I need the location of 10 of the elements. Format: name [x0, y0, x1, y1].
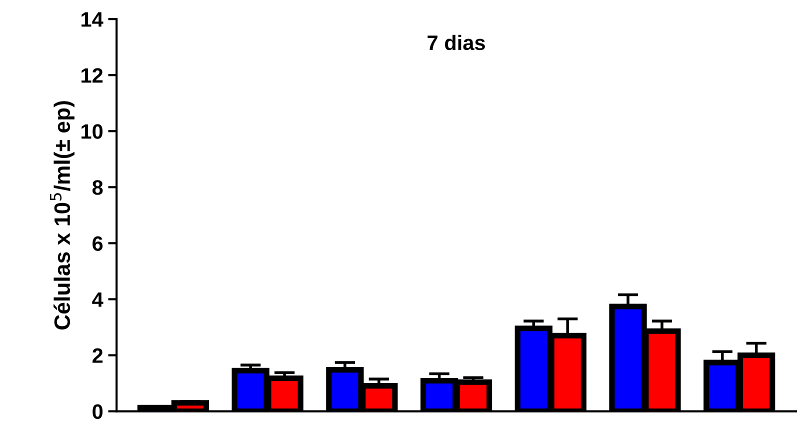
y-axis-title: Células x 10$^{5}$/ml(± ep) [50, 101, 74, 330]
text: 7 dias [428, 34, 485, 50]
y-tick-label: 10 [82, 124, 103, 139]
y-tick-label: 12 [82, 68, 103, 83]
y-tick-label: 6 [92, 236, 103, 251]
y-tick-label: 14 [82, 12, 104, 27]
y-tick-label: 2 [92, 348, 103, 363]
y-tick-label: 0 [92, 404, 103, 420]
y-tick-label: 8 [92, 180, 103, 195]
y-tick-label: 4 [92, 292, 104, 307]
